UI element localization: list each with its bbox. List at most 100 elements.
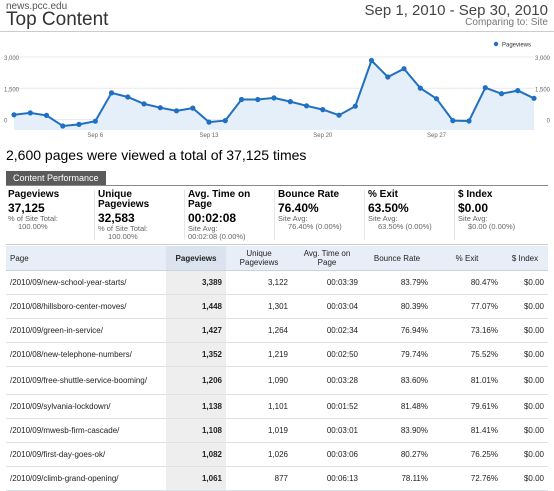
stat-value: 37,125: [8, 201, 45, 215]
chart-point[interactable]: [76, 121, 82, 127]
chart-point[interactable]: [287, 99, 293, 105]
chart-point[interactable]: [466, 118, 472, 124]
chart-point[interactable]: [125, 94, 131, 100]
table-cell: 1,108: [166, 418, 226, 443]
report-header: news.pcc.edu Top Content Sep 1, 2010 - S…: [0, 0, 554, 30]
page-link[interactable]: /2010/09/sylvania-lockdown/: [6, 394, 166, 419]
summary-stats: Pageviews 37,125 % of Site Total: 100.00…: [6, 186, 548, 245]
column-header-index[interactable]: $ Index: [502, 246, 548, 271]
chart-point[interactable]: [157, 105, 163, 111]
chart-point[interactable]: [271, 95, 277, 101]
stat-unique-pageviews: Unique Pageviews 32,583 % of Site Total:…: [98, 190, 184, 241]
table-cell: $0.00: [502, 270, 548, 295]
chart-point[interactable]: [11, 112, 17, 118]
page-link[interactable]: /2010/09/new-school-year-starts/: [6, 270, 166, 295]
page-link[interactable]: /2010/09/free-shuttle-service-booming/: [6, 366, 166, 395]
table-cell: 00:03:39: [292, 270, 362, 295]
table-cell: 3,122: [226, 270, 292, 295]
table-cell: 00:02:50: [292, 342, 362, 367]
column-header-unique-pageviews[interactable]: Unique Pageviews: [226, 246, 292, 271]
y-tick-label: 1,500: [4, 87, 20, 93]
chart-point[interactable]: [238, 96, 245, 103]
chart-point[interactable]: [60, 123, 66, 129]
table-cell: 1,264: [226, 318, 292, 343]
chart-point[interactable]: [92, 118, 98, 124]
table-cell: 3,389: [166, 270, 226, 295]
table-row: /2010/08/hillsboro-center-moves/1,448 1,3…: [6, 294, 548, 319]
tab-bar: Content Performance: [6, 171, 548, 186]
chart-point[interactable]: [401, 66, 407, 72]
table-cell: $0.00: [502, 394, 548, 419]
chart-point[interactable]: [368, 57, 375, 64]
table-row: /2010/09/free-shuttle-service-booming/1,…: [6, 366, 548, 395]
table-row: /2010/09/climb-grand-opening/1,061 877 00:…: [6, 466, 548, 491]
table-cell: 877: [226, 466, 292, 491]
column-header-avg-time[interactable]: Avg. Time on Page: [292, 246, 362, 271]
page-link[interactable]: /2010/09/mwesb-firm-cascade/: [6, 418, 166, 443]
table-cell: 79.74%: [362, 342, 432, 367]
table-cell: 77.07%: [432, 294, 502, 319]
chart-point[interactable]: [433, 96, 440, 102]
date-range-selector[interactable]: Sep 1, 2010 - Sep 30, 2010: [364, 2, 548, 19]
chart-point[interactable]: [320, 107, 326, 113]
chart-point[interactable]: [222, 118, 228, 124]
table-cell: 00:02:34: [292, 318, 362, 343]
chart-point[interactable]: [303, 103, 310, 109]
stat-divider: [94, 190, 95, 240]
legend-marker: [493, 41, 499, 47]
chart-point[interactable]: [482, 85, 488, 91]
column-header-page[interactable]: Page: [6, 246, 166, 271]
table-cell: 73.16%: [432, 318, 502, 343]
chart-point[interactable]: [417, 85, 423, 91]
page-link[interactable]: /2010/09/climb-grand-opening/: [6, 466, 166, 491]
table-row: /2010/09/new-school-year-starts/3,389 3,1…: [6, 270, 548, 295]
chart-point[interactable]: [255, 96, 261, 103]
chart-point[interactable]: [515, 88, 521, 94]
chart-point[interactable]: [43, 112, 50, 118]
column-header-bounce-rate[interactable]: Bounce Rate: [362, 246, 432, 271]
table-cell: 00:03:28: [292, 366, 362, 395]
chart-point[interactable]: [531, 95, 537, 101]
column-header-exit[interactable]: % Exit: [432, 246, 502, 271]
stat-label: Pageviews: [8, 189, 60, 200]
page-link[interactable]: /2010/08/new-telephone-numbers/: [6, 342, 166, 367]
chart-point[interactable]: [498, 91, 505, 97]
chart-point[interactable]: [385, 74, 391, 80]
tab-content-performance[interactable]: Content Performance: [6, 171, 106, 185]
chart-point[interactable]: [190, 105, 196, 111]
table-cell: 75.52%: [432, 342, 502, 367]
column-header-pageviews[interactable]: Pageviews: [166, 246, 226, 271]
table-cell: 78.11%: [362, 466, 432, 491]
table-cell: 1,061: [166, 466, 226, 491]
pageviews-chart: 3,000 3,000 1,500 1,500 0 0 Sep 6 Sep 13 Sep 20 S…: [4, 41, 551, 139]
chart-point[interactable]: [141, 101, 147, 107]
table-cell: 80.39%: [362, 294, 432, 319]
page-title: Top Content: [6, 9, 109, 30]
stat-divider: [454, 190, 455, 240]
chart-point[interactable]: [206, 119, 212, 125]
chart-point[interactable]: [450, 118, 456, 124]
chart-point[interactable]: [336, 112, 342, 118]
table-cell: 1,301: [226, 294, 292, 319]
stat-value: 32,583: [98, 211, 135, 225]
stat-label: Bounce Rate: [278, 189, 340, 200]
stat-value: $0.00: [458, 201, 489, 215]
stat-divider: [364, 190, 365, 240]
table-cell: 00:01:52: [292, 394, 362, 419]
x-tick-label: Sep 20: [313, 133, 333, 139]
chart-point[interactable]: [27, 110, 33, 116]
comparison-label: Comparing to: Site: [465, 17, 548, 28]
table-cell: 1,101: [226, 394, 292, 419]
chart-point[interactable]: [173, 108, 180, 114]
page-link[interactable]: /2010/09/green-in-service/: [6, 318, 166, 343]
stat-sub-value: 76.40% (0.00%): [288, 222, 342, 231]
page-link[interactable]: /2010/08/hillsboro-center-moves/: [6, 294, 166, 319]
table-cell: 76.94%: [362, 318, 432, 343]
chart-point[interactable]: [108, 90, 115, 96]
table-cell: $0.00: [502, 294, 548, 319]
stat-sub: % of Site Total:: [8, 214, 58, 223]
stat-label: Avg. Time on Page: [188, 189, 251, 210]
table-cell: 79.61%: [432, 394, 502, 419]
chart-point[interactable]: [352, 103, 358, 109]
stat-label: % Exit: [368, 189, 399, 200]
